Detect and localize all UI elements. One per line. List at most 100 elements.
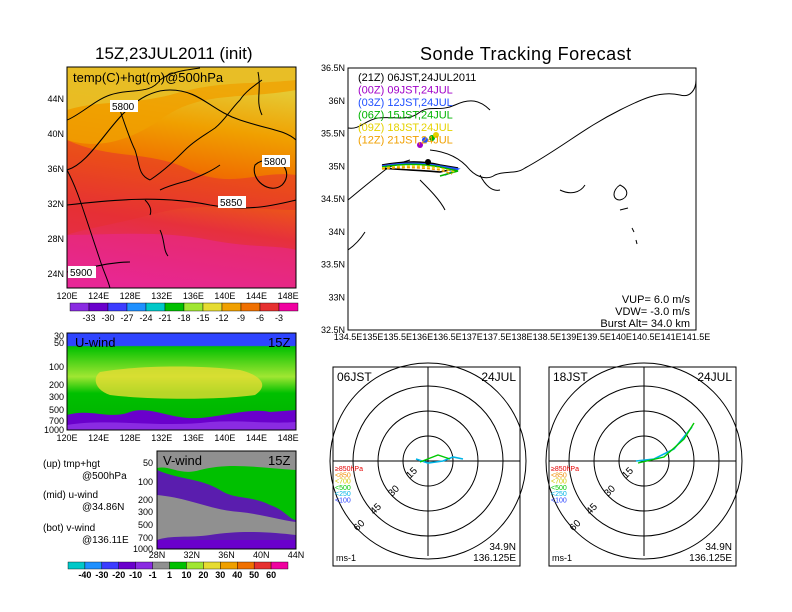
legend-entry: (21Z) 06JST,24JUL2011 [358,72,476,84]
ring-label: 45 [368,501,384,517]
hodo-level-label: <850 [551,472,567,479]
colorbar-swatch [221,302,242,312]
y-tick-label: 33.5N [321,260,345,270]
x-tick-label: 144E [246,291,267,301]
y-tick-label: 700 [138,533,153,543]
y-tick-label: 300 [138,507,153,517]
y-tick-label: 700 [49,416,64,426]
hodo-lat: 34.9N [705,542,732,553]
colorbar-label: 1 [167,570,172,580]
x-tick-label: 128E [120,433,141,443]
x-tick-label: 134.5E [334,332,363,342]
y-tick-label: 28N [47,234,64,244]
param-burst: Burst Alt= 34.0 km [600,318,690,330]
colorbar-swatch [101,561,119,570]
colorbar-swatch [126,302,147,312]
ring-label: 15 [620,465,636,481]
hodo-level-label: <500 [335,485,351,492]
colorbar-swatch [270,561,289,570]
colorbar-swatch [152,561,170,570]
colorbar-label: -21 [158,313,171,323]
x-tick-label: 141E [661,332,682,342]
temp-colorbar [69,302,299,312]
colorbar-label: 30 [215,570,225,580]
colorbar-label: -30 [95,570,108,580]
hodo-trace [415,456,464,464]
colorbar-label: -20 [112,570,125,580]
colorbar-swatch [88,302,109,312]
colorbar-swatch [203,561,221,570]
param-vup: VUP= 6.0 m/s [622,294,691,306]
note-line: (mid) u-wind [43,490,98,501]
legend-entry: (06Z) 15JST,24JUL [358,110,453,122]
colorbar-label: -27 [120,313,133,323]
legend-entry: (12Z) 21JST,24JUL [358,135,453,147]
v-colorbar-labels: -40 -30 -20 -10 -1 1 10 20 30 40 50 60 [78,570,276,580]
colorbar-swatch [107,302,128,312]
x-tick-label: 140E [611,332,632,342]
x-tick-label: 136.5E [433,332,462,342]
range-ring [352,385,504,537]
x-tick-label: 139E [561,332,582,342]
y-tick-label: 40N [47,129,64,139]
y-tick-label: 32.5N [321,325,345,335]
hodo-trace [635,426,693,462]
colorbar-swatch [240,302,261,312]
note-line: (up) tmp+hgt [43,459,100,470]
v-panel-label: V-wind [163,453,202,468]
x-tick-label: 28N [149,550,166,560]
right-title: Sonde Tracking Forecast [420,44,632,64]
colorbar-swatch [145,302,166,312]
hodo-time: 06JST [337,370,372,384]
u-panel-time: 15Z [268,335,290,350]
temp-colorbar-labels: -33 -30 -27 -24 -21 -18 -15 -12 -9 -6 -3 [82,313,283,323]
v-panel-time: 15Z [268,453,290,468]
colorbar-label: -3 [275,313,283,323]
note-line: @34.86N [82,502,124,513]
hodo-date: 24JUL [481,370,516,384]
left-title: 15Z,23JUL2011 (init) [95,44,253,63]
colorbar-swatch [67,561,86,570]
temp-panel-label: temp(C)+hgt(m)@500hPa [73,70,224,85]
colorbar-swatch [186,561,204,570]
x-tick-label: 141.5E [682,332,711,342]
hodograph-frame [332,366,521,567]
y-tick-label: 35.5N [321,129,345,139]
colorbar-label: 20 [198,570,208,580]
colorbar-swatch [237,561,255,570]
colorbar-swatch [135,561,153,570]
x-tick-label: 139.5E [582,332,611,342]
range-ring [377,410,479,512]
legend-entry: (09Z) 18JST,24JUL [358,122,453,134]
track-legend: (21Z) 06JST,24JUL2011(00Z) 09JST,24JUL(0… [358,72,476,147]
hodo-level-label: <700 [335,479,351,486]
colorbar-label: 60 [266,570,276,580]
contour-label: 5800 [112,102,135,113]
range-ring [545,362,743,560]
hodo-unit: ms-1 [336,553,356,563]
x-tick-label: 120E [56,433,77,443]
sonde-trajectories [381,132,461,177]
x-tick-label: 44N [288,550,305,560]
y-tick-label: 36.5N [321,63,345,73]
colorbar-label: -24 [139,313,152,323]
colorbar-label: -10 [129,570,142,580]
hodo-level-label: <100 [335,498,351,505]
x-tick-label: 132E [151,291,172,301]
x-tick-label: 140E [214,433,235,443]
hodograph-frame [548,366,737,567]
hodo-trace [419,454,451,463]
x-tick-label: 135.5E [383,332,412,342]
x-tick-label: 124E [88,433,109,443]
y-tick-label: 32N [47,199,64,209]
x-tick-label: 148E [278,433,299,443]
y-tick-label: 200 [138,495,153,505]
y-tick-label: 1000 [44,425,64,435]
hodo-level-label: <250 [335,491,351,498]
colorbar-swatch [183,302,204,312]
ring-label: 60 [352,518,368,534]
colorbar-label: -18 [177,313,190,323]
hodo-lat: 34.9N [489,542,516,553]
